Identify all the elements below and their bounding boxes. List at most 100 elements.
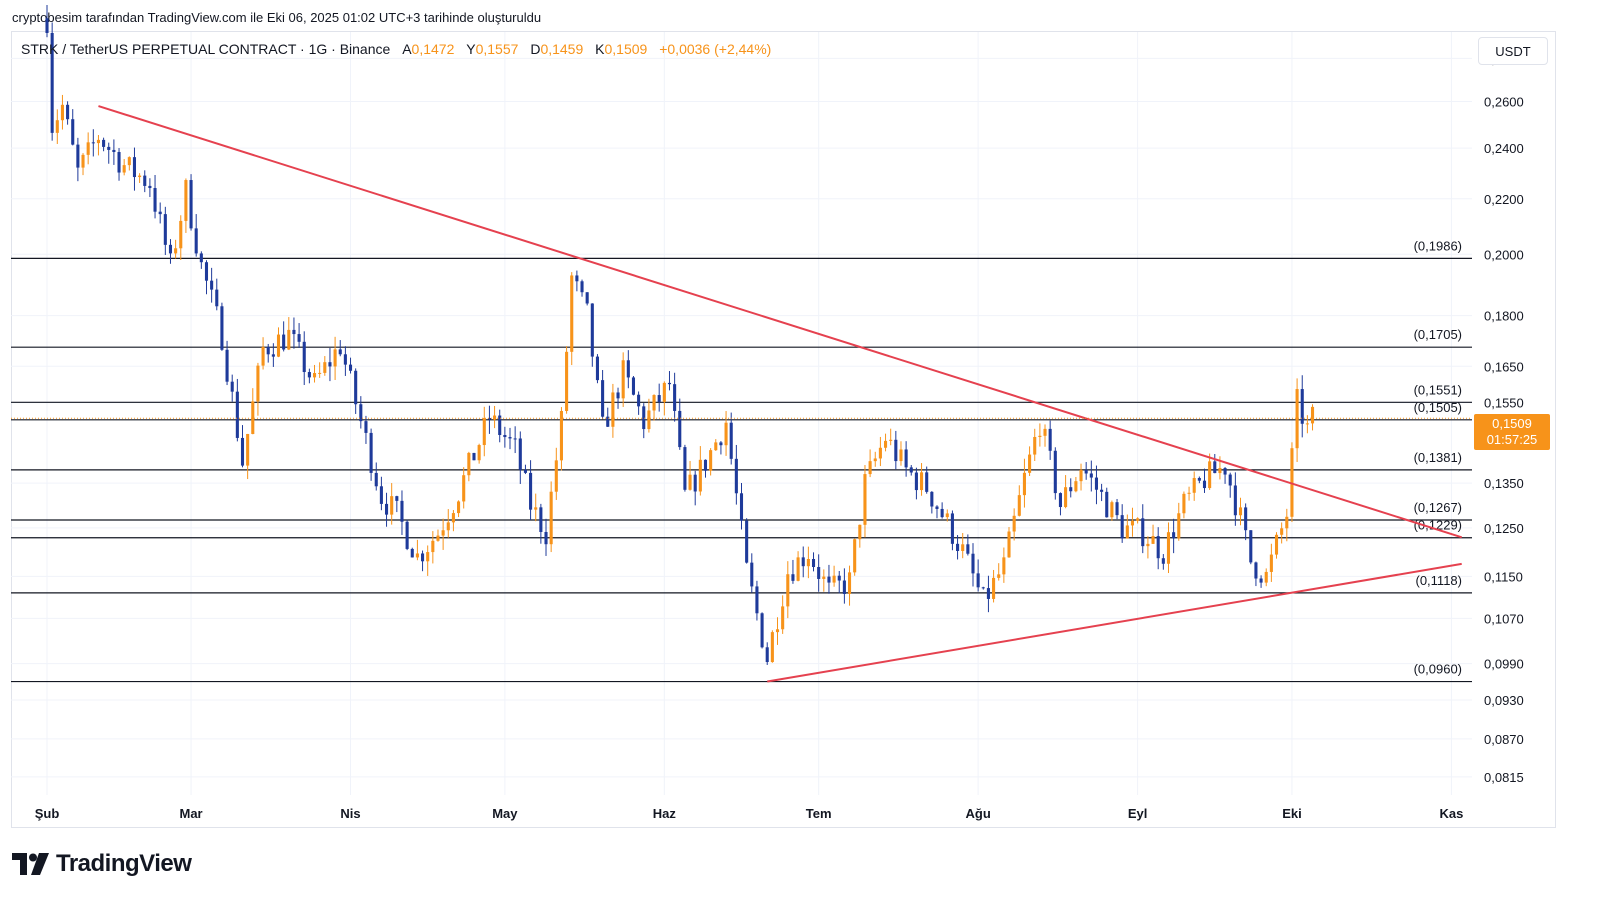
candle-up [446,522,450,531]
candle-down [755,586,759,614]
candle-up [611,392,615,427]
price-tick-label: 0,2400 [1484,141,1524,156]
candle-up [256,365,260,402]
candle-up [1305,423,1309,425]
candle-up [127,157,131,166]
candle-down [364,421,368,433]
candle-up [1285,516,1289,529]
candle-down [1249,530,1253,563]
candle-down [986,588,990,599]
candle-up [477,445,481,461]
candle-down [1115,502,1119,516]
candle-down [575,275,579,282]
candle-up [1166,532,1171,564]
candle-down [940,508,944,518]
candle-down [302,341,306,373]
time-tick-label: Eyl [1128,806,1148,821]
candle-up [441,530,445,536]
candle-down [935,506,939,509]
candle-down [513,438,517,440]
candle-down [590,303,594,357]
candle-down [266,346,270,355]
candle-down [801,557,805,567]
candle-up [621,360,625,399]
candle-up [961,544,965,551]
price-axis[interactable]: 0,28000,26000,24000,22000,20000,18000,16… [1484,51,1524,784]
candle-up [81,154,85,168]
candle-up [847,572,852,594]
time-tick-label: Şub [35,806,60,821]
candle-up [1038,435,1042,437]
candle-down [595,356,600,381]
low-value: 0,1459 [540,41,584,57]
bar-countdown: 01:57:25 [1486,432,1538,447]
candle-down [153,188,157,212]
level-label: (0,1505) [1414,400,1462,415]
candle-up [1264,571,1268,583]
candle-down [1161,558,1165,564]
level-label: (0,0960) [1414,662,1462,677]
candle-up [184,180,188,221]
candle-up [832,575,836,583]
candle-down [292,329,296,335]
candle-down [930,491,934,507]
candle-down [369,432,373,473]
candle-down [539,507,543,532]
candle-down [842,580,846,594]
candle-down [421,553,425,562]
candle-down [1094,477,1099,490]
symbol-legend[interactable]: STRK / TetherUS PERPETUAL CONTRACT · 1G … [21,41,771,57]
chart-area[interactable] [11,31,1556,828]
candle-down [1202,480,1207,489]
candle-down [667,382,672,385]
candle-down [225,349,229,382]
candle-up [549,491,553,545]
candle-down [914,472,918,491]
candle-down [703,459,708,471]
candle-down [410,548,414,558]
trendline [98,105,1463,539]
candle-down [240,437,245,466]
chart-caption: cryptobesim tarafından TradingView.com i… [12,10,542,25]
time-tick-label: Ağu [966,806,991,821]
candle-down [148,185,152,189]
price-tick-label: 0,1650 [1484,359,1524,374]
candle-down [1300,389,1304,424]
currency-button[interactable]: USDT [1478,37,1548,65]
candle-up [1043,428,1047,436]
candle-down [1259,578,1263,583]
candle-down [189,180,193,229]
time-tick-label: Eki [1282,806,1302,821]
time-axis[interactable]: Şub Mar Nis May Haz Tem Ağu Eyl Eki Kas [35,806,1464,821]
close-label: K [595,41,605,57]
tradingview-logo[interactable]: TradingView [12,850,192,878]
change-value: +0,0036 (+2,44%) [659,41,772,57]
candle-down [1089,473,1093,478]
candle-down [894,439,898,462]
candle-up [565,351,569,411]
candle-up [436,535,440,541]
symbol-name[interactable]: STRK / TetherUS PERPETUAL CONTRACT · 1G … [21,41,391,57]
candle-up [945,513,949,518]
candle-up [899,449,903,462]
candle-up [1074,481,1078,492]
candle-down [637,394,641,407]
horizontal-levels: (0,1986) (0,1705) (0,1551) (0,1505) (0,1381)… [11,238,1472,683]
candle-down [374,472,378,487]
candle-down [338,349,342,355]
candle-up [1295,389,1299,449]
candle-up [559,410,563,461]
candle-up [1064,487,1068,508]
candle-down [1084,469,1088,474]
candle-down [1254,562,1258,579]
price-tick-label: 0,2000 [1484,247,1524,262]
candle-down [271,354,275,357]
low-label: D [530,41,541,57]
candle-up [652,395,656,411]
candle-up [858,524,862,540]
candle-up [318,372,322,374]
candle-down [235,391,239,438]
candle-up [60,104,64,121]
price-tick-label: 0,1250 [1484,521,1524,536]
